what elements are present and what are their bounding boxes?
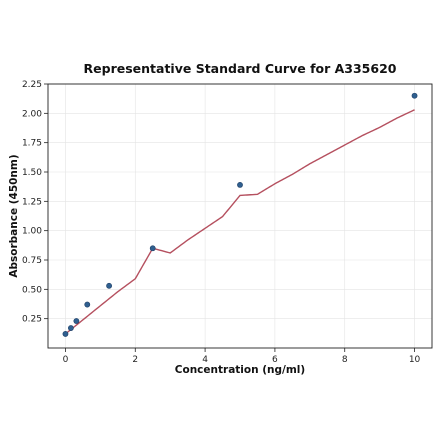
- plot-frame: [47, 83, 433, 349]
- data-points: [62, 92, 418, 337]
- data-point: [62, 331, 69, 337]
- y-tick-label: 1.25: [22, 197, 42, 207]
- y-tick-label: 1.50: [22, 168, 42, 178]
- y-axis-ticks: 0.25 0.50 0.75 1.00 1.25 1.50 1.75 2.00 2.25: [22, 80, 48, 325]
- y-tick-label: 0.25: [22, 315, 42, 325]
- chart-title: Representative Standard Curve for A33562…: [84, 61, 397, 76]
- y-tick-label: 1.00: [22, 227, 42, 237]
- x-tick-label: 6: [272, 355, 278, 365]
- x-tick-label: 2: [132, 355, 138, 365]
- fit-curve: [65, 109, 415, 335]
- y-tick-label: 2.25: [22, 80, 42, 90]
- data-point: [237, 182, 243, 188]
- y-tick-label: 0.50: [22, 285, 42, 295]
- x-tick-label: 4: [202, 355, 208, 365]
- y-axis-label: Absorbance (450nm): [8, 154, 20, 277]
- x-axis-ticks: 0 2 4 6 8 10: [63, 348, 421, 365]
- data-point: [411, 92, 418, 99]
- x-tick-label: 10: [409, 355, 421, 365]
- y-tick-label: 0.75: [22, 256, 42, 266]
- x-axis-label: Concentration (ng/ml): [175, 364, 305, 376]
- y-tick-label: 1.75: [22, 139, 42, 149]
- data-point: [106, 282, 112, 289]
- data-point: [149, 245, 156, 252]
- data-point: [68, 325, 74, 331]
- x-tick-label: 0: [63, 355, 69, 365]
- x-tick-label: 8: [342, 355, 348, 365]
- data-point: [84, 301, 91, 308]
- data-point: [73, 318, 80, 324]
- grid: [48, 83, 432, 348]
- y-tick-label: 2.00: [22, 109, 42, 119]
